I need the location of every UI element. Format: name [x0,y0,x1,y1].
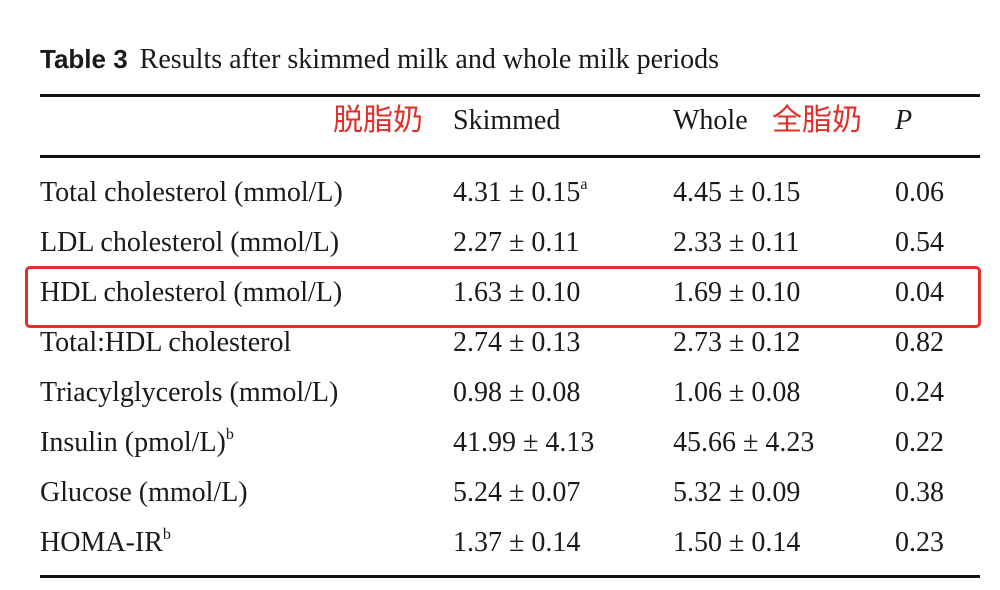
cell: 2.74 ± 0.13 [453,326,580,360]
cell-text: 41.99 ± 4.13 [453,427,595,458]
cell-text: 2.73 ± 0.12 [673,327,801,358]
footnote-mark: b [162,526,171,543]
row-label: HOMA-IRb [40,526,171,560]
cell-text: 0.24 [895,377,944,408]
cell: 0.04 [895,276,944,310]
header-whole: Whole [673,105,748,136]
cell-text: Total:HDL cholesterol [40,327,292,358]
cell-text: 0.04 [895,277,944,308]
cell-text: 0.98 ± 0.08 [453,377,581,408]
cell: 1.37 ± 0.14 [453,526,580,560]
cell-text: 1.06 ± 0.08 [673,377,801,408]
bottom-rule [40,575,980,578]
footnote-mark: a [580,176,588,193]
cell-text: 0.22 [895,427,944,458]
row-label: Total:HDL cholesterol [40,326,291,360]
cell: 0.23 [895,526,944,560]
header-p: P [895,105,913,136]
cell: 5.24 ± 0.07 [453,476,580,510]
cell-text: HOMA-IR [40,527,163,558]
row-label: Total cholesterol (mmol/L) [40,176,343,210]
cell-text: 4.45 ± 0.15 [673,177,801,208]
cell-text: 0.23 [895,527,944,558]
header-rule [40,155,980,158]
cell: 1.50 ± 0.14 [673,526,800,560]
cell: 0.82 [895,326,944,360]
cell-text: Triacylglycerols (mmol/L) [40,377,339,408]
cell-text: 5.24 ± 0.07 [453,477,581,508]
footnote-mark: b [225,426,234,443]
cell: 0.98 ± 0.08 [453,376,580,410]
cell-text: 2.33 ± 0.11 [673,227,800,258]
cell: 4.45 ± 0.15 [673,176,800,210]
cell-text: Total cholesterol (mmol/L) [40,177,343,208]
cell-text: 5.32 ± 0.09 [673,477,801,508]
cell-text: Insulin (pmol/L) [40,427,226,458]
cell-text: 2.74 ± 0.13 [453,327,581,358]
table-caption: Results after skimmed milk and whole mil… [139,44,720,75]
cell: 41.99 ± 4.13 [453,426,594,460]
cell-text: 1.50 ± 0.14 [673,527,801,558]
row-label: LDL cholesterol (mmol/L) [40,226,339,260]
cell: 0.06 [895,176,944,210]
cell: 0.54 [895,226,944,260]
cell: 2.73 ± 0.12 [673,326,800,360]
cell-text: 0.38 [895,477,944,508]
cell: 0.22 [895,426,944,460]
cell-text: 0.06 [895,177,944,208]
cell: 1.69 ± 0.10 [673,276,800,310]
header-skimmed: Skimmed [453,105,561,136]
cell: 0.38 [895,476,944,510]
top-rule [40,94,980,97]
row-label: Glucose (mmol/L) [40,476,248,510]
cell-text: LDL cholesterol (mmol/L) [40,227,340,258]
cell-text: Glucose (mmol/L) [40,477,248,508]
cell: 2.27 ± 0.11 [453,226,579,260]
cell: 1.63 ± 0.10 [453,276,580,310]
cell: 1.06 ± 0.08 [673,376,800,410]
cell: 2.33 ± 0.11 [673,226,799,260]
cell: 4.31 ± 0.15a [453,176,587,210]
row-label: HDL cholesterol (mmol/L) [40,276,342,310]
annotation-skimmed: 脱脂奶 [333,103,423,138]
cell: 5.32 ± 0.09 [673,476,800,510]
row-label: Insulin (pmol/L)b [40,426,234,460]
highlight-box [25,266,981,328]
cell-text: 0.54 [895,227,944,258]
row-label: Triacylglycerols (mmol/L) [40,376,338,410]
cell: 45.66 ± 4.23 [673,426,814,460]
cell-text: 1.69 ± 0.10 [673,277,801,308]
title: Table 3 Results after skimmed milk and wh… [40,42,719,77]
table-label: Table 3 [40,44,128,74]
cell-text: HDL cholesterol (mmol/L) [40,277,343,308]
cell-text: 1.63 ± 0.10 [453,277,581,308]
cell-text: 2.27 ± 0.11 [453,227,580,258]
cell-text: 45.66 ± 4.23 [673,427,815,458]
cell: 0.24 [895,376,944,410]
cell-text: 1.37 ± 0.14 [453,527,581,558]
cell-text: 4.31 ± 0.15 [453,177,581,208]
cell-text: 0.82 [895,327,944,358]
annotation-whole: 全脂奶 [772,103,862,138]
